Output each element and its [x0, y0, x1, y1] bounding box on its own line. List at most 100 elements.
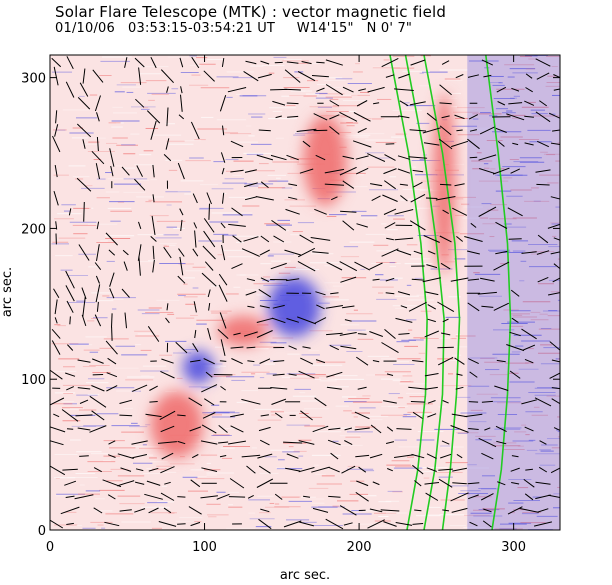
field-vector	[202, 245, 216, 260]
field-vector	[426, 467, 437, 472]
field-vector	[549, 372, 560, 379]
field-vector	[326, 371, 343, 378]
field-vector	[148, 467, 159, 472]
field-vector	[521, 399, 537, 405]
field-vector	[437, 301, 455, 313]
field-vector	[535, 494, 551, 500]
field-vector	[483, 74, 492, 78]
field-vector	[244, 169, 257, 173]
field-vector	[96, 221, 100, 230]
field-vector	[441, 60, 450, 65]
field-vector	[51, 340, 61, 355]
field-vector	[548, 112, 560, 119]
field-vector	[145, 413, 162, 418]
field-vector	[426, 264, 438, 269]
field-vector	[369, 453, 383, 459]
field-vector	[260, 508, 270, 513]
field-vector	[288, 345, 297, 350]
field-vector	[342, 86, 354, 93]
field-vector	[287, 196, 298, 200]
field-vector	[339, 166, 357, 176]
field-vector	[408, 386, 428, 390]
contour-line	[485, 55, 512, 530]
field-vector	[311, 75, 329, 78]
field-vector	[161, 452, 174, 460]
y-axis-label: arc sec.	[0, 267, 15, 317]
field-vector	[180, 86, 183, 94]
field-vector	[66, 300, 74, 313]
field-vector	[300, 357, 314, 365]
field-vector	[55, 110, 58, 124]
field-vector	[193, 301, 197, 313]
field-vector	[89, 425, 107, 433]
field-vector	[484, 427, 491, 431]
field-vector	[381, 57, 399, 68]
field-vector	[441, 440, 450, 445]
field-vector	[65, 372, 76, 377]
field-vector	[456, 453, 463, 459]
field-vector	[550, 467, 560, 474]
field-vector	[119, 399, 133, 404]
field-vector	[228, 496, 246, 498]
magnetic-regions	[150, 92, 455, 458]
field-vector	[188, 506, 202, 515]
field-vector	[273, 360, 285, 363]
field-vector	[124, 57, 128, 68]
field-vector	[427, 304, 437, 310]
field-vector	[412, 523, 424, 525]
field-vector	[330, 452, 339, 460]
field-vector	[385, 292, 395, 295]
field-vector	[297, 247, 316, 258]
field-vector	[241, 248, 260, 257]
field-vector	[469, 371, 478, 378]
field-vector	[422, 127, 441, 134]
field-vector	[481, 59, 494, 66]
field-vector	[157, 441, 177, 444]
field-vector	[442, 509, 450, 512]
field-vector	[302, 346, 311, 349]
field-vector	[286, 102, 299, 105]
field-vector	[79, 455, 89, 457]
field-vector	[524, 100, 535, 106]
field-vector	[61, 409, 79, 422]
field-vector	[414, 480, 422, 487]
field-vector	[384, 154, 396, 161]
field-vector	[310, 237, 331, 241]
field-vector	[440, 453, 452, 459]
field-vector	[316, 87, 325, 92]
field-vector	[356, 356, 369, 366]
field-vector	[372, 278, 380, 281]
obs-date: 01/10/06	[55, 21, 115, 36]
field-vector	[296, 128, 317, 132]
field-vector	[135, 98, 145, 108]
field-vector	[395, 522, 413, 526]
field-vector	[456, 373, 463, 376]
field-vector	[325, 59, 343, 66]
field-vector	[260, 235, 270, 243]
field-vector	[343, 522, 353, 526]
field-vector	[160, 466, 175, 474]
field-vector	[105, 340, 118, 355]
field-vector	[194, 329, 197, 339]
field-vector	[134, 178, 146, 191]
field-vector	[53, 288, 60, 298]
field-vector	[395, 317, 413, 323]
field-vector	[77, 97, 91, 110]
field-vector	[553, 88, 560, 91]
field-vector	[315, 359, 326, 364]
field-vector	[106, 385, 118, 392]
field-vector	[370, 183, 383, 187]
field-vector	[441, 115, 450, 119]
field-vector	[524, 115, 534, 118]
field-vector	[219, 312, 227, 329]
field-vector	[165, 138, 170, 150]
field-vector	[218, 284, 228, 302]
field-vector	[132, 454, 148, 459]
field-vector	[221, 58, 225, 67]
field-vector	[270, 154, 287, 161]
field-vector	[355, 491, 369, 502]
field-vector	[243, 236, 259, 242]
y-tick-label: 200	[21, 222, 46, 237]
field-vector	[394, 88, 414, 91]
field-vector	[525, 73, 533, 79]
